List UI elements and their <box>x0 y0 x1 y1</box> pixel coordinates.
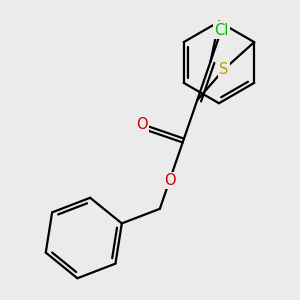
Text: S: S <box>219 62 229 77</box>
Text: O: O <box>164 173 176 188</box>
Text: O: O <box>136 117 148 132</box>
Text: Cl: Cl <box>214 22 229 38</box>
